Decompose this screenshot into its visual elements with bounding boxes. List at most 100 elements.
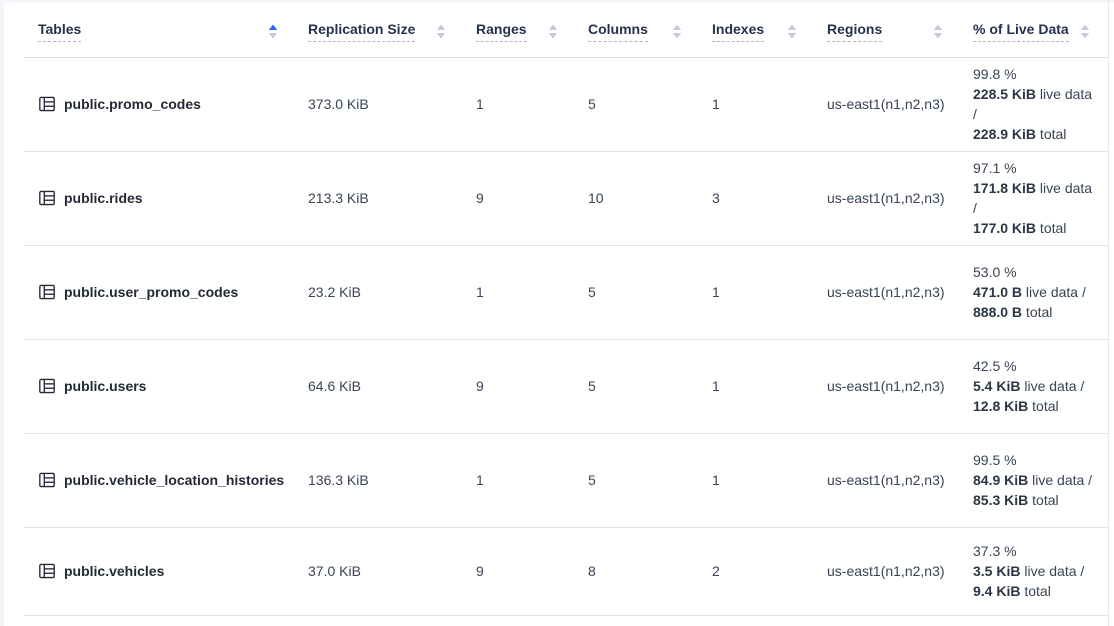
live-data-cell: 99.5 % 84.9 KiB live data / 85.3 KiB tot…: [961, 433, 1108, 528]
regions-cell: us-east1(n1,n2,n3): [815, 245, 961, 340]
columns-cell: 8: [576, 527, 700, 616]
live-data-percent: 97.1 %: [973, 160, 1017, 176]
replication-size-cell: 23.2 KiB: [296, 245, 464, 340]
table-name-link[interactable]: public.users: [64, 378, 147, 394]
right-page-edge: [1108, 0, 1109, 626]
live-data-cell: 42.5 % 5.4 KiB live data / 12.8 KiB tota…: [961, 339, 1108, 434]
left-page-edge: [0, 0, 4, 626]
column-header-replication-size[interactable]: Replication Size: [296, 0, 464, 58]
top-page-edge: [0, 0, 1114, 3]
sort-arrows-icon: [436, 24, 446, 39]
ranges-cell: 1: [464, 433, 576, 528]
total-data-size: 888.0 B total: [973, 304, 1053, 320]
live-data-percent: 99.8 %: [973, 66, 1017, 82]
column-header-columns[interactable]: Columns: [576, 0, 700, 58]
column-header-ranges[interactable]: Ranges: [464, 0, 576, 58]
table-icon: [38, 377, 56, 395]
table-name-link[interactable]: public.vehicle_location_histories: [64, 472, 285, 488]
replication-size-cell: 136.3 KiB: [296, 433, 464, 528]
table-name-cell: public.vehicle_location_histories: [24, 433, 296, 528]
live-data-percent: 99.5 %: [973, 452, 1017, 468]
live-data-cell: 97.1 % 171.8 KiB live data / 177.0 KiB t…: [961, 151, 1108, 246]
table-name-link[interactable]: public.promo_codes: [64, 96, 201, 112]
column-header-label: Indexes: [712, 21, 765, 42]
replication-size-cell: 64.6 KiB: [296, 339, 464, 434]
total-data-size: 228.9 KiB total: [973, 126, 1067, 142]
live-data-percent: 37.3 %: [973, 543, 1017, 559]
table-icon: [38, 471, 56, 489]
table-row: public.vehicle_location_histories 136.3 …: [24, 433, 1108, 528]
sort-arrows-icon: [672, 24, 682, 39]
sort-arrows-icon: [787, 24, 797, 39]
live-data-size: 5.4 KiB live data /: [973, 378, 1085, 394]
regions-cell: us-east1(n1,n2,n3): [815, 57, 961, 152]
sort-arrows-icon: [1080, 24, 1090, 39]
total-data-size: 85.3 KiB total: [973, 492, 1059, 508]
indexes-cell: 1: [700, 245, 815, 340]
column-header-label: Ranges: [476, 21, 527, 42]
column-header-label: Replication Size: [308, 21, 416, 42]
total-data-size: 177.0 KiB total: [973, 220, 1067, 236]
live-data-cell: 53.0 % 471.0 B live data / 888.0 B total: [961, 245, 1108, 340]
table-icon: [38, 562, 56, 580]
indexes-cell: 1: [700, 57, 815, 152]
table-name-cell: public.vehicles: [24, 527, 296, 616]
sort-arrows-icon: [268, 24, 278, 39]
total-data-size: 12.8 KiB total: [973, 398, 1059, 414]
ranges-cell: 1: [464, 57, 576, 152]
columns-cell: 5: [576, 339, 700, 434]
table-icon: [38, 283, 56, 301]
ranges-cell: 9: [464, 339, 576, 434]
ranges-cell: 1: [464, 245, 576, 340]
regions-cell: us-east1(n1,n2,n3): [815, 527, 961, 616]
columns-cell: 5: [576, 57, 700, 152]
table-row: public.vehicles 37.0 KiB 9 8 2 us-east1(…: [24, 527, 1108, 616]
column-header-regions[interactable]: Regions: [815, 0, 961, 58]
column-header-live-data[interactable]: % of Live Data: [961, 0, 1108, 58]
columns-cell: 10: [576, 151, 700, 246]
table-body: public.promo_codes 373.0 KiB 1 5 1 us-ea…: [24, 57, 1108, 616]
table-name-cell: public.rides: [24, 151, 296, 246]
table-row: public.users 64.6 KiB 9 5 1 us-east1(n1,…: [24, 339, 1108, 434]
regions-cell: us-east1(n1,n2,n3): [815, 433, 961, 528]
table-name-cell: public.promo_codes: [24, 57, 296, 152]
live-data-size: 471.0 B live data /: [973, 284, 1086, 300]
column-header-label: % of Live Data: [973, 21, 1069, 42]
sort-arrows-icon: [933, 24, 943, 39]
regions-cell: us-east1(n1,n2,n3): [815, 151, 961, 246]
table-header-row: Tables Replication Size: [24, 0, 1108, 58]
table-icon: [38, 95, 56, 113]
table-row: public.user_promo_codes 23.2 KiB 1 5 1 u…: [24, 245, 1108, 340]
table-row: public.promo_codes 373.0 KiB 1 5 1 us-ea…: [24, 57, 1108, 152]
sort-arrows-icon: [548, 24, 558, 39]
total-data-size: 9.4 KiB total: [973, 583, 1051, 599]
column-header-indexes[interactable]: Indexes: [700, 0, 815, 58]
live-data-percent: 42.5 %: [973, 358, 1017, 374]
table-icon: [38, 189, 56, 207]
indexes-cell: 1: [700, 433, 815, 528]
regions-cell: us-east1(n1,n2,n3): [815, 339, 961, 434]
column-header-label: Regions: [827, 21, 883, 42]
table-name-link[interactable]: public.user_promo_codes: [64, 284, 239, 300]
live-data-cell: 99.8 % 228.5 KiB live data / 228.9 KiB t…: [961, 57, 1108, 152]
live-data-cell: 37.3 % 3.5 KiB live data / 9.4 KiB total: [961, 527, 1108, 616]
indexes-cell: 1: [700, 339, 815, 434]
table-name-link[interactable]: public.vehicles: [64, 563, 165, 579]
column-header-label: Columns: [588, 21, 648, 42]
replication-size-cell: 373.0 KiB: [296, 57, 464, 152]
table-name-cell: public.user_promo_codes: [24, 245, 296, 340]
database-tables-table: Tables Replication Size: [24, 0, 1108, 616]
column-header-label: Tables: [38, 21, 82, 42]
live-data-size: 3.5 KiB live data /: [973, 563, 1085, 579]
table-row: public.rides 213.3 KiB 9 10 3 us-east1(n…: [24, 151, 1108, 246]
column-header-tables[interactable]: Tables: [24, 0, 296, 58]
indexes-cell: 2: [700, 527, 815, 616]
table-name-link[interactable]: public.rides: [64, 190, 143, 206]
live-data-size: 84.9 KiB live data /: [973, 472, 1093, 488]
live-data-size: 228.5 KiB live data /: [973, 86, 1093, 122]
columns-cell: 5: [576, 433, 700, 528]
replication-size-cell: 213.3 KiB: [296, 151, 464, 246]
ranges-cell: 9: [464, 151, 576, 246]
replication-size-cell: 37.0 KiB: [296, 527, 464, 616]
